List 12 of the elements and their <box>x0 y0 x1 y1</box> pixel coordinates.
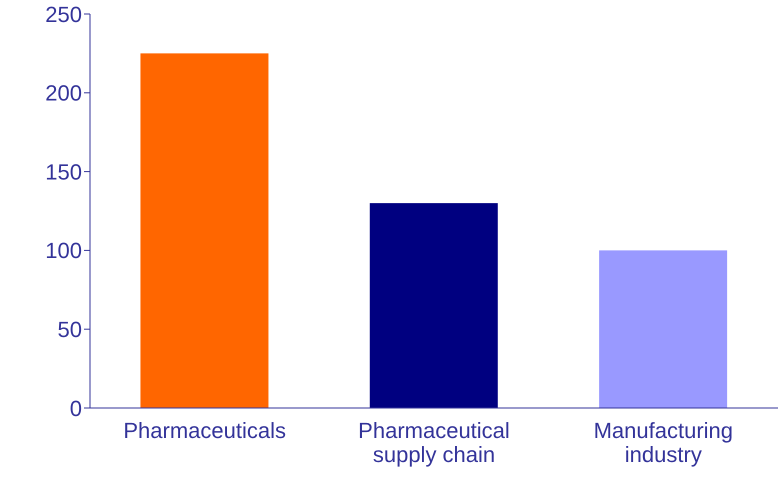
bar <box>370 203 498 408</box>
y-tick-label: 150 <box>45 159 82 184</box>
y-tick-label: 200 <box>45 80 82 106</box>
y-tick-label: 50 <box>58 317 82 342</box>
y-tick-label: 100 <box>45 238 82 264</box>
x-tick-label: Manufacturing industry <box>594 418 734 467</box>
y-tick-label: 250 <box>45 2 82 27</box>
bar <box>140 53 268 408</box>
bar <box>599 250 728 408</box>
x-tick-label: Pharmaceuticals <box>123 418 286 443</box>
y-tick-label: 0 <box>70 396 82 421</box>
x-tick-label: Pharmaceutical supply chain <box>358 418 510 467</box>
